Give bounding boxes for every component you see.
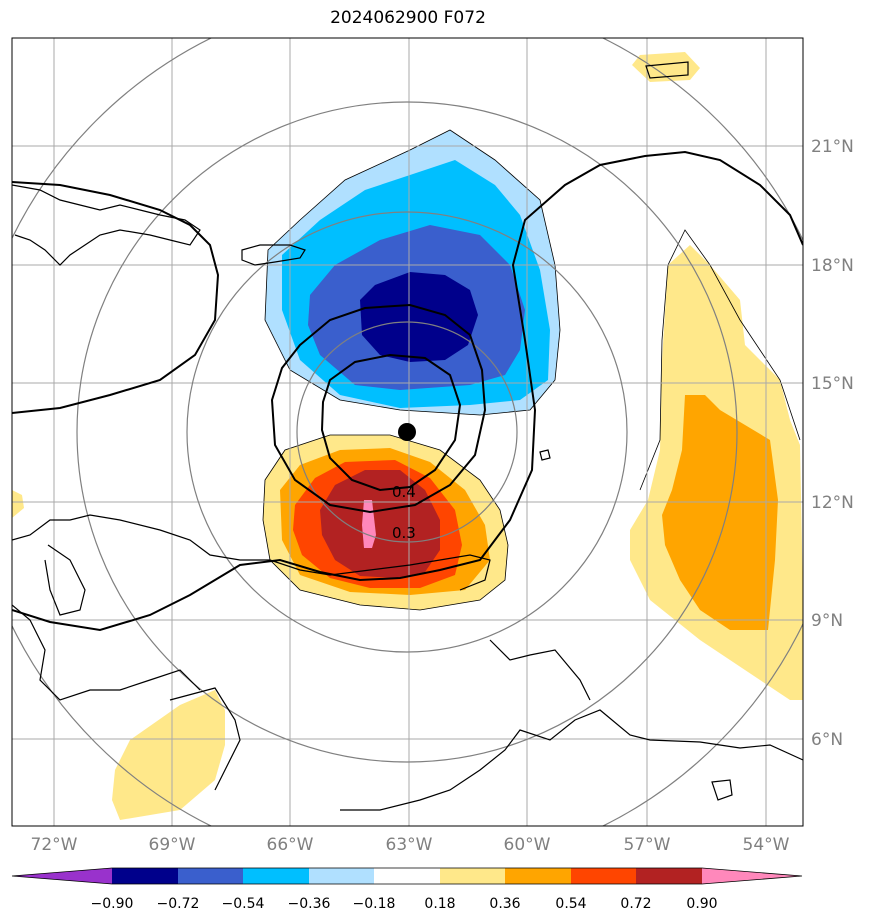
fill-outlines: [262, 129, 801, 611]
coastlines: [12, 61, 803, 811]
colorbar-tick-labels: −0.90 −0.72 −0.54 −0.36 −0.18 0.18 0.36 …: [91, 896, 718, 912]
colorbar-tick: −0.18: [353, 896, 396, 912]
negative-anomaly-field: [265, 130, 560, 415]
lat-label: 12°N: [811, 493, 854, 513]
fill-w-yellow: [12, 490, 24, 518]
colorbar-extend-low: [12, 868, 112, 884]
colorbar-tick: 0.90: [686, 896, 717, 912]
colorbar-segment: [243, 868, 309, 884]
lat-label: 9°N: [811, 611, 843, 631]
colorbar-tick: −0.90: [91, 896, 134, 912]
lon-label: 69°W: [149, 835, 196, 855]
positive-anomaly-field: [12, 52, 803, 820]
colorbar: −0.90 −0.72 −0.54 −0.36 −0.18 0.18 0.36 …: [11, 867, 803, 912]
lon-label: 63°W: [386, 835, 433, 855]
colorbar-segment: [505, 868, 571, 884]
colorbar-tick: 0.54: [555, 896, 586, 912]
lon-label: 54°W: [743, 835, 790, 855]
lon-label: 72°W: [31, 835, 78, 855]
range-rings: [12, 38, 803, 826]
colorbar-tick: −0.36: [288, 896, 331, 912]
contour-label-0.4: 0.4: [392, 483, 416, 501]
fill-se-yellow: [112, 690, 225, 820]
colorbar-tick: −0.72: [157, 896, 200, 912]
storm-center-marker: [398, 423, 416, 441]
contour-label-0.3: 0.3: [392, 524, 416, 542]
colorbar-segment: [178, 868, 243, 884]
colorbar-segment: [571, 868, 636, 884]
lat-label: 15°N: [811, 374, 854, 394]
map-area: 0.4 0.3: [12, 38, 803, 826]
lat-label: 18°N: [811, 256, 854, 276]
colorbar-segment: [374, 868, 440, 884]
colorbar-outline: [11, 867, 803, 885]
lon-label: 57°W: [624, 835, 671, 855]
longitude-labels: 72°W 69°W 66°W 63°W 60°W 57°W 54°W: [31, 835, 790, 855]
colorbar-tick: 0.72: [620, 896, 651, 912]
colorbar-tick: 0.36: [489, 896, 520, 912]
colorbar-extend-high: [702, 868, 802, 884]
fill-dark-red: [320, 470, 440, 578]
map-frame: [11, 37, 804, 827]
colorbar-tick: 0.18: [424, 896, 455, 912]
lon-label: 60°W: [504, 835, 551, 855]
fill-navy: [360, 272, 478, 362]
colorbar-segment: [112, 868, 178, 884]
latitude-labels: 21°N 18°N 15°N 12°N 9°N 6°N: [811, 137, 854, 750]
lat-label: 6°N: [811, 730, 843, 750]
colorbar-tick: −0.54: [222, 896, 265, 912]
colorbar-segment: [309, 868, 374, 884]
lon-label: 66°W: [267, 835, 314, 855]
lat-label: 21°N: [811, 137, 854, 157]
contour-lines: [12, 150, 803, 632]
map-title: 2024062900 F072: [330, 8, 486, 28]
colorbar-segment: [636, 868, 702, 884]
colorbar-segment: [440, 868, 505, 884]
fill-east-orange: [662, 395, 778, 630]
